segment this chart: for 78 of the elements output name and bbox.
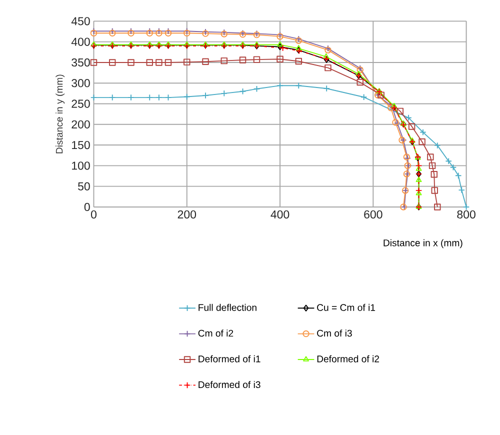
point	[239, 88, 246, 95]
point	[253, 56, 260, 63]
point	[184, 93, 190, 100]
y-tick-label: 200	[72, 120, 90, 128]
point	[415, 187, 422, 194]
legend-label: Cu = Cm of i1	[317, 304, 376, 311]
y-tick-label: 50	[78, 182, 90, 190]
point	[450, 164, 457, 171]
point	[428, 162, 436, 169]
point	[405, 114, 412, 122]
point	[128, 59, 134, 66]
x-tick-label: 200	[178, 210, 196, 218]
legend-label: Deformed of i3	[198, 380, 260, 388]
y-tick-label: 350	[72, 58, 90, 66]
point	[409, 137, 416, 143]
y-tick-label: 300	[72, 78, 90, 88]
y-tick-label: 0	[84, 202, 90, 211]
point	[445, 158, 452, 164]
x-tick-label: 400	[270, 210, 290, 218]
y-tick-label: 450	[71, 17, 90, 26]
x-tick-label: 800	[457, 210, 476, 218]
point	[276, 82, 284, 89]
point	[323, 53, 330, 59]
point	[253, 85, 260, 92]
point	[416, 176, 422, 182]
point	[396, 108, 404, 114]
point	[415, 162, 422, 169]
point	[356, 78, 364, 86]
x-tick-label: 0	[90, 210, 96, 218]
x-tick-label: 600	[364, 210, 382, 218]
point	[277, 43, 283, 50]
point	[458, 186, 465, 194]
point	[202, 58, 209, 65]
point	[360, 94, 368, 100]
point	[356, 70, 362, 76]
point	[156, 59, 162, 66]
point	[164, 59, 172, 66]
point	[239, 56, 246, 64]
point	[434, 142, 441, 149]
point	[220, 90, 228, 97]
point	[323, 85, 330, 92]
point	[418, 138, 426, 146]
point	[296, 45, 302, 50]
point	[279, 44, 286, 52]
y-tick-label: 150	[72, 140, 90, 150]
point	[109, 59, 116, 66]
y-tick-label: 100	[72, 162, 90, 170]
point	[455, 172, 462, 179]
legend-label: Cm of i3	[317, 330, 352, 337]
x-axis-title: Distance in x (mm)	[384, 239, 462, 248]
point	[416, 166, 422, 171]
point	[146, 94, 153, 101]
point	[431, 187, 438, 194]
point	[408, 123, 416, 130]
point	[90, 59, 98, 66]
point	[156, 94, 162, 101]
point	[295, 82, 302, 89]
point	[146, 59, 153, 66]
point	[109, 94, 116, 101]
point	[427, 154, 434, 160]
legend-label: Full deflection	[198, 304, 256, 311]
point	[430, 170, 438, 178]
legend-label: Deformed of i2	[317, 355, 380, 362]
y-axis-title: Distance in y (mm)	[56, 74, 65, 154]
y-tick-label: 400	[71, 38, 90, 46]
point	[184, 58, 190, 66]
point	[164, 94, 172, 101]
y-tick-label: 250	[72, 100, 90, 108]
point	[254, 41, 260, 47]
point	[277, 41, 283, 47]
legend-label: Deformed of i1	[198, 355, 260, 362]
point	[434, 204, 441, 210]
point	[276, 56, 284, 62]
legend-label: Cm of i2	[198, 330, 234, 337]
point	[324, 64, 332, 72]
point	[420, 128, 426, 136]
point	[295, 58, 302, 65]
point	[220, 57, 228, 64]
